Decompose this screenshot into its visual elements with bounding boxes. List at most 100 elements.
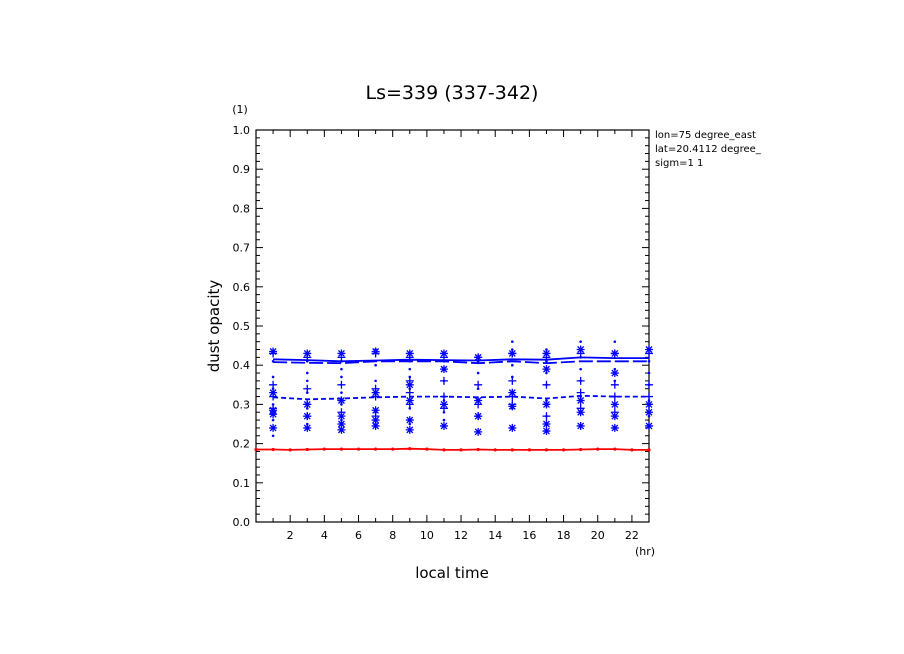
- star-marker: [474, 353, 483, 362]
- star-marker: [405, 380, 414, 389]
- dot-marker: [305, 379, 309, 383]
- red-series-point: [339, 447, 344, 451]
- star-marker: [303, 423, 312, 432]
- dot-marker: [511, 363, 514, 367]
- star-marker: [269, 423, 278, 432]
- star-marker: [508, 388, 517, 397]
- dot-marker: [271, 434, 275, 438]
- star-marker: [303, 412, 312, 421]
- star-marker: [610, 349, 619, 358]
- star-marker: [542, 349, 551, 358]
- plus-marker: [542, 380, 551, 389]
- star-marker: [439, 349, 448, 358]
- dot-marker: [511, 340, 514, 343]
- star-marker: [610, 423, 619, 432]
- dot-marker: [340, 391, 343, 394]
- x-tick-label: 2: [287, 529, 294, 542]
- star-marker: [337, 425, 346, 434]
- star-marker: [269, 410, 278, 419]
- y-tick-label: 0.3: [233, 398, 251, 411]
- y-tick-label: 0.0: [233, 516, 251, 529]
- dot-marker: [408, 367, 412, 371]
- y-tick-label: 0.1: [233, 477, 251, 490]
- star-marker: [576, 421, 585, 430]
- star-marker: [645, 421, 653, 430]
- star-marker: [303, 349, 312, 358]
- series-line-4: [256, 447, 649, 451]
- dot-marker: [374, 363, 377, 367]
- plus-marker: [542, 412, 551, 421]
- red-series-point: [510, 448, 514, 452]
- star-marker: [303, 400, 312, 409]
- red-series-point: [374, 447, 378, 451]
- red-series-point: [493, 448, 497, 452]
- star-marker: [371, 347, 380, 356]
- star-marker: [542, 420, 551, 428]
- star-marker: [508, 349, 517, 358]
- star-marker: [474, 396, 483, 405]
- dot-marker: [305, 371, 309, 375]
- annotation-lon: lon=75 degree_east: [655, 130, 756, 141]
- dot-marker: [374, 379, 377, 383]
- plus-marker: [269, 380, 278, 389]
- dot-marker: [579, 367, 582, 371]
- dot-marker: [476, 371, 480, 375]
- star-marker: [645, 408, 653, 417]
- plus-marker: [474, 380, 483, 389]
- star-marker: [508, 402, 517, 411]
- annotation-lat: lat=20.4112 degree_: [655, 144, 762, 155]
- star-marker: [405, 425, 414, 434]
- plus-marker: [405, 388, 414, 397]
- star-marker: [439, 400, 448, 409]
- star-marker: [337, 412, 346, 421]
- star-marker: [337, 349, 346, 358]
- y-axis-label: dust opacity: [205, 280, 223, 373]
- red-series-point: [356, 447, 361, 451]
- plot-area: 0.0 0.1 0.2 0.3 0.4 0.5 0.6 0.7 0.8 0.9 1.0 2 4 6 8 10 1…: [233, 124, 653, 542]
- series-line-1: [273, 356, 649, 363]
- annotation-sigma: sigm=1 1: [655, 158, 703, 169]
- star-marker: [337, 396, 346, 405]
- x-tick-label: 14: [488, 529, 502, 542]
- y-tick-label: 0.9: [233, 163, 251, 176]
- x-axis-unit: (hr): [635, 545, 655, 558]
- x-tick-label: 18: [557, 529, 571, 542]
- y-tick-label: 0.8: [233, 202, 251, 215]
- y-tick-label: 1.0: [233, 124, 251, 137]
- star-marker: [371, 406, 380, 415]
- star-marker: [542, 365, 551, 374]
- series-line-2: [273, 360, 649, 365]
- red-series-point: [527, 448, 531, 452]
- star-marker: [371, 388, 380, 397]
- red-series-point: [476, 447, 480, 452]
- plus-marker: [439, 376, 448, 385]
- x-tick-label: 22: [625, 529, 639, 542]
- red-series-point: [613, 447, 617, 451]
- dot-marker: [271, 375, 275, 379]
- x-tick-label: 6: [355, 529, 362, 542]
- star-marker: [405, 416, 414, 425]
- plus-marker: [645, 380, 653, 389]
- y-tick-label: 0.7: [233, 242, 251, 255]
- red-series-point: [544, 448, 549, 452]
- y-tick-label: 0.6: [233, 281, 251, 294]
- star-marker: [542, 427, 551, 436]
- red-series-point: [425, 447, 429, 451]
- star-marker: [645, 345, 653, 354]
- star-marker: [439, 421, 448, 430]
- plus-marker: [610, 380, 619, 389]
- plus-marker: [576, 376, 585, 385]
- dot-marker: [647, 359, 651, 363]
- star-marker: [474, 412, 483, 421]
- star-marker: [576, 408, 585, 417]
- dot-marker: [613, 340, 617, 343]
- x-tick-label: 16: [522, 529, 536, 542]
- dot-marker: [340, 367, 343, 371]
- star-marker: [269, 388, 278, 397]
- star-marker: [542, 400, 551, 409]
- red-series-point: [459, 448, 463, 452]
- dot-marker: [579, 340, 582, 343]
- plus-marker: [508, 376, 517, 385]
- star-marker: [439, 365, 448, 374]
